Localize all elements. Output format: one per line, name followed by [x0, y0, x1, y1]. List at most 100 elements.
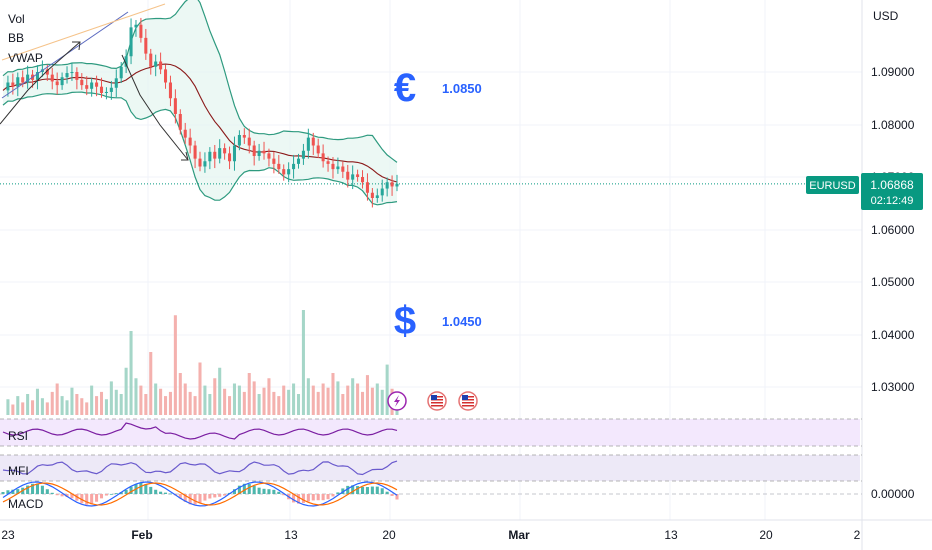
symbol-tag[interactable]: EURUSD: [809, 180, 856, 192]
pane-label-mfi[interactable]: MFI: [8, 464, 29, 478]
us-flag-icon[interactable]: [458, 391, 478, 411]
candle[interactable]: [168, 82, 172, 99]
candle[interactable]: [346, 171, 350, 180]
candle[interactable]: [301, 150, 305, 159]
last-price[interactable]: 1.06868: [870, 178, 914, 192]
candle[interactable]: [173, 98, 177, 114]
candle[interactable]: [198, 158, 202, 167]
candle[interactable]: [282, 169, 286, 175]
price-axis[interactable]: USD1.090001.080001.070001.060001.050001.…: [871, 9, 915, 501]
candle[interactable]: [223, 148, 227, 154]
candle[interactable]: [257, 150, 261, 156]
candle[interactable]: [183, 129, 187, 138]
candle[interactable]: [316, 145, 320, 154]
candle[interactable]: [218, 148, 222, 159]
candles[interactable]: [6, 17, 399, 208]
candle[interactable]: [11, 82, 15, 87]
candle[interactable]: [326, 161, 330, 164]
candle[interactable]: [26, 74, 30, 83]
candle[interactable]: [21, 77, 25, 83]
candle[interactable]: [296, 158, 301, 164]
candle[interactable]: [149, 53, 153, 67]
candle[interactable]: [178, 114, 182, 130]
legend-bb[interactable]: BB: [8, 31, 24, 45]
candle[interactable]: [6, 82, 10, 91]
candle[interactable]: [321, 153, 325, 162]
annotations[interactable]: €1.0850 $ 1.0450: [394, 66, 482, 343]
candle[interactable]: [375, 195, 379, 198]
candle[interactable]: [95, 82, 99, 87]
price-tags[interactable]: EURUSD 1.06868 02:12:49: [806, 173, 923, 210]
candle[interactable]: [242, 135, 246, 138]
arrow-path-down[interactable]: [121, 54, 189, 161]
candle[interactable]: [109, 87, 113, 92]
candle[interactable]: [50, 74, 54, 82]
candle[interactable]: [208, 151, 212, 162]
candle[interactable]: [247, 137, 251, 146]
annotation-value[interactable]: 1.0850: [442, 81, 482, 96]
candle[interactable]: [139, 24, 143, 38]
candle[interactable]: [365, 182, 369, 193]
candle[interactable]: [232, 145, 237, 162]
candle[interactable]: [45, 69, 49, 75]
candle[interactable]: [228, 153, 232, 162]
candle[interactable]: [356, 174, 360, 177]
candle[interactable]: [114, 78, 118, 88]
candle[interactable]: [129, 27, 133, 57]
candle[interactable]: [55, 81, 59, 86]
candle[interactable]: [188, 137, 192, 146]
candle[interactable]: [287, 169, 291, 175]
legend-vol[interactable]: Vol: [8, 12, 25, 26]
candle[interactable]: [65, 73, 69, 78]
candle[interactable]: [60, 77, 64, 86]
legend[interactable]: Vol BB VWAP: [8, 12, 43, 65]
candle[interactable]: [80, 79, 84, 86]
candle[interactable]: [262, 150, 266, 154]
candle[interactable]: [272, 158, 276, 164]
candle[interactable]: [336, 166, 340, 170]
candle[interactable]: [159, 61, 163, 70]
pane-label-rsi[interactable]: RSI: [8, 429, 28, 443]
candle[interactable]: [134, 24, 138, 28]
candle[interactable]: [385, 182, 389, 189]
candle[interactable]: [90, 82, 94, 89]
us-flag-icon[interactable]: [427, 391, 447, 411]
candle[interactable]: [193, 145, 197, 159]
candle[interactable]: [380, 188, 384, 196]
candle[interactable]: [331, 163, 335, 170]
candle[interactable]: [213, 151, 217, 159]
candle[interactable]: [85, 85, 89, 89]
candle[interactable]: [390, 182, 394, 187]
candle[interactable]: [306, 137, 310, 151]
candle[interactable]: [119, 66, 123, 79]
candle[interactable]: [395, 183, 399, 187]
candle[interactable]: [124, 56, 128, 67]
candle[interactable]: [99, 86, 104, 93]
pane-label-macd[interactable]: MACD: [8, 497, 44, 511]
trend-line-faint[interactable]: [1, 3, 166, 61]
candle[interactable]: [351, 174, 355, 180]
candle[interactable]: [203, 161, 207, 167]
candle[interactable]: [154, 61, 158, 67]
candle[interactable]: [237, 135, 241, 146]
lightning-icon[interactable]: [387, 391, 407, 411]
candle[interactable]: [341, 166, 345, 172]
candle[interactable]: [252, 145, 256, 157]
annotation-value[interactable]: 1.0450: [442, 314, 482, 329]
legend-vwap[interactable]: VWAP: [8, 51, 43, 65]
candle[interactable]: [277, 163, 281, 170]
candle[interactable]: [311, 137, 315, 146]
candle[interactable]: [16, 77, 20, 87]
candle[interactable]: [360, 177, 365, 183]
time-axis[interactable]: 23 Feb 13 20 Mar 13 20 2: [0, 519, 932, 542]
candle[interactable]: [370, 192, 374, 198]
candle[interactable]: [144, 37, 148, 54]
event-markers[interactable]: [387, 391, 478, 411]
candle[interactable]: [163, 69, 168, 83]
candle[interactable]: [292, 163, 296, 170]
candle[interactable]: [70, 72, 74, 74]
candle[interactable]: [35, 72, 40, 80]
trend-drawings[interactable]: [0, 3, 189, 161]
